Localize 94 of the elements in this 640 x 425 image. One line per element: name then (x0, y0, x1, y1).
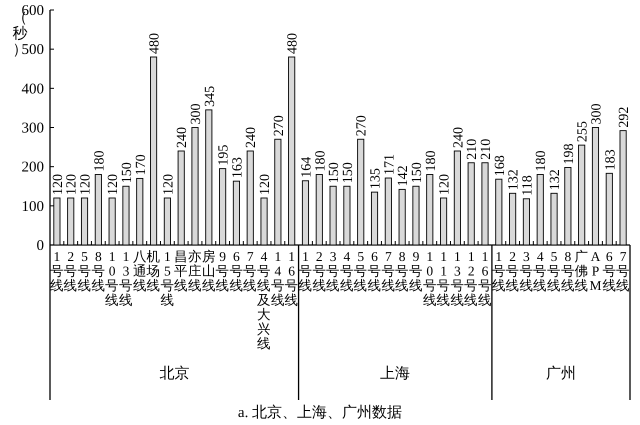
y-tick-label: 300 (22, 120, 44, 136)
data-label: 180 (424, 150, 439, 172)
x-tick-label: 昌平线 (174, 249, 188, 293)
data-label: 180 (92, 150, 108, 172)
data-label: 168 (492, 155, 508, 176)
x-tick-label: 5号线 (547, 249, 562, 293)
x-tick-label: 1号线 (50, 249, 64, 293)
data-label: 300 (589, 104, 604, 124)
data-label: 120 (78, 174, 94, 195)
x-tick-label: 2号线 (506, 249, 520, 293)
x-tick-label: 13号线 (118, 249, 133, 308)
x-tick-label: 16号线 (478, 249, 492, 308)
x-tick-label: 4号线 (340, 249, 354, 293)
x-tick-label: 7号线 (381, 249, 396, 293)
x-tick-label: 14号线 (270, 249, 285, 308)
data-label: 240 (451, 127, 466, 148)
data-label: 118 (520, 175, 536, 196)
data-label: 132 (548, 169, 564, 190)
x-tick-label: 机场线 (146, 249, 161, 293)
data-label: 150 (327, 162, 342, 184)
x-tick-label: 3号线 (326, 249, 340, 293)
x-tick-label: APM (589, 249, 602, 293)
data-label: 150 (340, 162, 356, 184)
data-label: 480 (286, 33, 301, 54)
data-label: 150 (410, 162, 425, 184)
data-label: 183 (603, 149, 618, 170)
y-tick-label: 0 (36, 238, 44, 254)
y-tick-label: 400 (22, 81, 44, 98)
x-tick-label: 9号线 (216, 249, 230, 293)
data-label: 240 (175, 127, 190, 148)
x-tick-label: 2号线 (64, 249, 78, 293)
data-label: 164 (299, 156, 314, 178)
data-label: 198 (562, 143, 577, 164)
text: a. 北京、上海、广州数据 (238, 404, 402, 421)
data-label: 240 (244, 127, 260, 148)
data-label: 120 (106, 174, 122, 195)
x-tick-label: 八通线 (132, 249, 147, 293)
data-label: 300 (189, 104, 204, 124)
data-label: 150 (120, 162, 135, 184)
data-label: 180 (313, 150, 328, 172)
x-tick-label: 8号线 (560, 249, 575, 293)
x-axis-title: 广州 (546, 365, 576, 382)
data-label: 345 (202, 86, 218, 107)
x-tick-label: 1号线 (492, 249, 506, 293)
x-tick-label: 3号线 (519, 249, 534, 293)
data-label: 292 (617, 106, 632, 128)
data-label: 210 (479, 138, 494, 160)
data-label: 480 (148, 33, 163, 54)
x-tick-label: 12号线 (464, 249, 478, 308)
x-axis-title: 北京 (159, 365, 190, 382)
x-tick-label: 房山线 (202, 249, 216, 293)
data-label: 120 (438, 174, 453, 195)
x-tick-label: 11号线 (436, 249, 451, 308)
y-tick-label: 500 (22, 42, 44, 58)
data-label: 270 (272, 115, 287, 136)
y-tick-label: 200 (22, 160, 44, 176)
data-label: 120 (64, 174, 80, 195)
x-tick-label: 2号线 (312, 249, 326, 293)
data-label: 135 (368, 168, 384, 190)
data-label: 120 (50, 174, 66, 195)
x-tick-label: 5号线 (78, 249, 92, 293)
x-tick-label: 5号线 (354, 249, 368, 293)
data-label: 210 (465, 138, 480, 160)
x-axis-title: 上海 (380, 365, 410, 382)
data-label: 255 (576, 121, 591, 142)
x-tick-label: 8号线 (91, 249, 106, 293)
data-label: 163 (230, 157, 246, 178)
x-tick-label: 6号线 (229, 249, 244, 293)
x-tick-label: 10号线 (105, 249, 120, 308)
data-label: 195 (216, 144, 232, 166)
data-label: 120 (161, 174, 176, 195)
data-label: 171 (382, 154, 398, 176)
x-tick-label: 13号线 (450, 249, 464, 308)
x-tick-label: 1号线 (298, 249, 312, 293)
data-label: 270 (354, 115, 370, 136)
x-tick-label: 15号线 (160, 249, 174, 308)
data-label: 120 (258, 174, 274, 195)
y-tick-label: 100 (22, 198, 44, 215)
x-tick-label: 6号线 (368, 249, 382, 293)
x-tick-label: 9号线 (408, 249, 423, 293)
x-tick-label: 8号线 (395, 249, 410, 293)
x-tick-label: 广佛线 (574, 249, 589, 293)
x-tick-label: 7号线 (243, 249, 258, 293)
x-tick-label: 7号线 (616, 249, 630, 293)
x-tick-label: 4号线及大兴线 (257, 249, 272, 351)
x-tick-label: 4号线 (533, 249, 548, 293)
x-tick-label: 亦庄线 (188, 249, 202, 293)
x-tick-label: 16号线 (284, 249, 299, 308)
data-label: 170 (134, 154, 149, 176)
data-label: 180 (534, 150, 550, 172)
x-tick-label: 10号线 (422, 249, 437, 308)
data-label: 142 (396, 165, 412, 186)
x-tick-label: 6号线 (602, 249, 616, 293)
data-label: 132 (506, 169, 522, 190)
